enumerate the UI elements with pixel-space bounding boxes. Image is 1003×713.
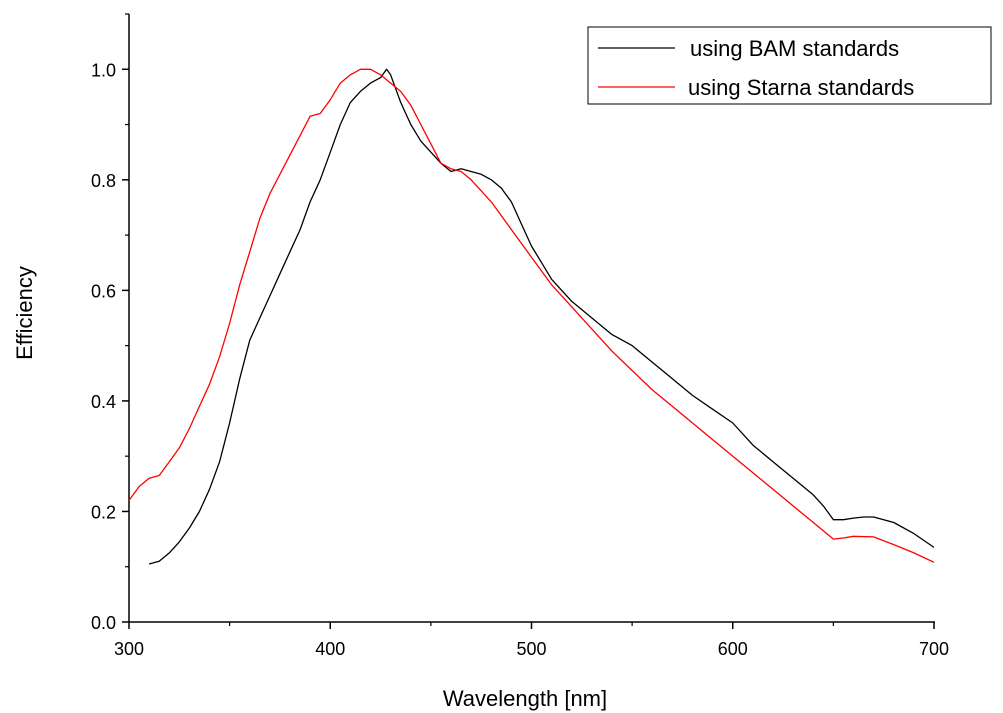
y-tick-label: 0.2 xyxy=(91,502,116,522)
y-tick-label: 0.6 xyxy=(91,281,116,301)
series-lines xyxy=(128,68,935,565)
y-axis-title: Efficiency xyxy=(12,266,37,360)
legend-box xyxy=(587,26,992,105)
plot-area xyxy=(128,14,935,623)
y-tick-label: 0.0 xyxy=(91,613,116,633)
y-tick-label: 0.4 xyxy=(91,392,116,412)
y-tick-label: 1.0 xyxy=(91,60,116,80)
legend-label-bam: using BAM standards xyxy=(690,36,899,61)
legend: using BAM standards using Starna standar… xyxy=(587,26,992,105)
x-tick-label: 600 xyxy=(718,639,748,659)
x-axis-ticks: 300 400 500 600 700 xyxy=(114,622,949,659)
series-line-starna xyxy=(128,68,935,563)
x-axis-title: Wavelength [nm] xyxy=(443,686,607,711)
y-axis-ticks: 0.0 0.2 0.4 0.6 0.8 1.0 xyxy=(91,13,129,633)
x-tick-label: 700 xyxy=(919,639,949,659)
legend-label-starna: using Starna standards xyxy=(688,75,914,100)
x-tick-label: 400 xyxy=(315,639,345,659)
series-line-bam xyxy=(148,68,935,565)
y-tick-label: 0.8 xyxy=(91,171,116,191)
x-tick-label: 300 xyxy=(114,639,144,659)
x-tick-label: 500 xyxy=(516,639,546,659)
